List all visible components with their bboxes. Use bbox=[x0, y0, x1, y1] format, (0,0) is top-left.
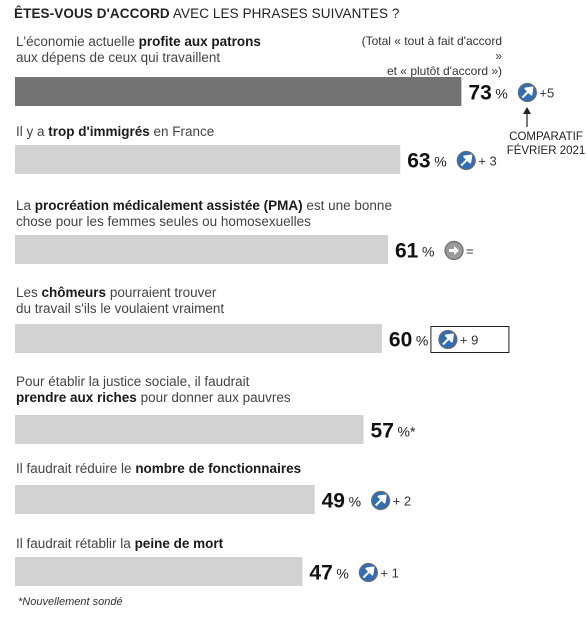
note-line-2: et « plutôt d'accord ») bbox=[386, 64, 502, 78]
comparison-pointer-icon bbox=[523, 107, 531, 127]
chart-title: ÊTES-VOUS D'ACCORD AVEC LES PHRASES SUIV… bbox=[14, 6, 400, 21]
change-label: + 3 bbox=[478, 154, 496, 169]
bar bbox=[15, 557, 303, 586]
change-label: = bbox=[466, 244, 474, 259]
bar bbox=[15, 77, 462, 106]
percent-sign: % bbox=[349, 494, 361, 510]
increase-arrow-icon bbox=[521, 86, 534, 99]
increase-arrow-icon bbox=[460, 154, 473, 167]
bar bbox=[15, 324, 382, 353]
percent-sign: %* bbox=[398, 424, 416, 440]
comparison-label: COMPARATIF FÉVRIER 2021 bbox=[506, 130, 586, 158]
question-label: L'économie actuelle profite aux patrons a… bbox=[16, 34, 261, 65]
value-label: 73 bbox=[468, 82, 491, 105]
comparison-line-1: COMPARATIF bbox=[509, 131, 583, 143]
value-label: 47 bbox=[309, 562, 332, 585]
percent-sign: % bbox=[416, 333, 428, 349]
change-box bbox=[430, 326, 510, 353]
stable-arrow-icon bbox=[449, 246, 460, 255]
question-label: Il faudrait réduire le nombre de fonctio… bbox=[16, 461, 302, 476]
total-note: (Total « tout à fait d'accord » et « plu… bbox=[352, 34, 502, 79]
bar bbox=[15, 485, 315, 514]
increase-arrow-icon bbox=[374, 494, 387, 507]
question-label: Pour établir la justice sociale, il faud… bbox=[16, 374, 291, 405]
value-label: 61 bbox=[395, 240, 419, 263]
change-label: +5 bbox=[539, 86, 554, 101]
percent-sign: % bbox=[336, 566, 348, 582]
title-rest-part: AVEC LES PHRASES SUIVANTES ? bbox=[172, 6, 400, 21]
increase-arrow-icon bbox=[362, 566, 375, 579]
change-label: + 9 bbox=[460, 333, 478, 348]
footnote: *Nouvellement sondé bbox=[18, 596, 123, 608]
bar bbox=[15, 145, 401, 174]
percent-sign: % bbox=[422, 244, 434, 260]
value-label: 60 bbox=[389, 329, 412, 352]
value-label: 57 bbox=[371, 420, 394, 443]
percent-sign: % bbox=[495, 86, 507, 102]
question-label: Les chômeurs pourraient trouver du travai… bbox=[16, 285, 225, 316]
value-label: 49 bbox=[322, 490, 345, 513]
bar bbox=[15, 415, 364, 444]
question-label: Il faudrait rétablir la peine de mort bbox=[16, 536, 224, 551]
change-label: + 2 bbox=[393, 494, 411, 509]
comparison-line-2: FÉVRIER 2021 bbox=[506, 145, 586, 157]
value-label: 63 bbox=[407, 150, 430, 173]
question-label: La procréation médicalement assistée (PM… bbox=[16, 198, 392, 229]
note-line-1: (Total « tout à fait d'accord » bbox=[361, 34, 502, 63]
bar bbox=[15, 235, 389, 264]
percent-sign: % bbox=[434, 154, 446, 170]
question-label: Il y a trop d'immigrés en France bbox=[16, 124, 215, 139]
change-label: + 1 bbox=[380, 566, 398, 581]
increase-arrow-icon bbox=[442, 333, 454, 346]
title-bold-part: ÊTES-VOUS D'ACCORD bbox=[14, 6, 170, 21]
